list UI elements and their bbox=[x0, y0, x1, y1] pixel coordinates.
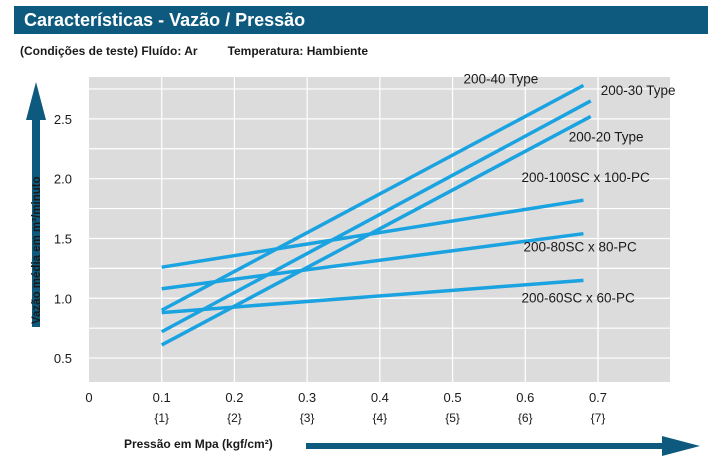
x-tick-sub-label: {1} bbox=[154, 411, 169, 425]
x-axis-label: Pressão em Mpa (kgf/cm²) bbox=[124, 437, 273, 451]
series-label: 200-80SC x 80-PC bbox=[523, 240, 637, 255]
series-line bbox=[160, 99, 592, 334]
x-tick-label: 0.3 bbox=[298, 390, 316, 405]
y-tick-label: 0.5 bbox=[54, 351, 72, 366]
series-line bbox=[160, 83, 585, 312]
series-label: 200-40 Type bbox=[463, 71, 538, 86]
test-conditions: (Condições de teste) Fluído: Ar Temperatu… bbox=[20, 44, 368, 58]
test-conditions-temperature: Temperatura: Hambiente bbox=[227, 44, 369, 58]
x-axis-arrow-head bbox=[662, 436, 700, 456]
x-tick-label: 0.1 bbox=[153, 390, 171, 405]
chart-title-bar: Características - Vazão / Pressão bbox=[14, 6, 708, 34]
series-line bbox=[161, 198, 584, 269]
series-label: 200-100SC x 100-PC bbox=[521, 170, 650, 185]
y-tick-label: 1.0 bbox=[54, 291, 72, 306]
x-tick-label: 0.6 bbox=[516, 390, 534, 405]
x-tick-label: 0.7 bbox=[589, 390, 607, 405]
y-axis-arrow-shaft bbox=[32, 118, 40, 327]
x-axis-arrow-shaft bbox=[306, 443, 666, 449]
x-tick-label: 0.4 bbox=[371, 390, 389, 405]
x-tick-sub-label: {2} bbox=[227, 411, 242, 425]
x-tick-sub-label: {7} bbox=[591, 411, 606, 425]
series-line bbox=[161, 231, 584, 291]
chart-title: Características - Vazão / Pressão bbox=[24, 10, 306, 30]
x-tick-label: 0.5 bbox=[444, 390, 462, 405]
x-tick-sub-label: {3} bbox=[300, 411, 315, 425]
test-conditions-fluid: (Condições de teste) Fluído: Ar bbox=[20, 44, 198, 58]
series-label: 200-30 Type bbox=[601, 83, 676, 98]
x-tick-sub-label: {6} bbox=[518, 411, 533, 425]
y-axis-arrow-head bbox=[26, 82, 46, 120]
series-label: 200-20 Type bbox=[569, 129, 644, 144]
y-axis-label: Vazão média em m³/minuto bbox=[31, 176, 43, 324]
y-tick-label: 2.0 bbox=[54, 172, 72, 187]
x-tick-sub-label: {5} bbox=[445, 411, 460, 425]
x-tick-label: 0 bbox=[85, 390, 92, 405]
series-label: 200-60SC x 60-PC bbox=[521, 290, 635, 305]
x-tick-label: 0.2 bbox=[225, 390, 243, 405]
series-line bbox=[161, 278, 584, 315]
x-tick-sub-label: {4} bbox=[373, 411, 388, 425]
y-tick-label: 1.5 bbox=[54, 231, 72, 246]
y-tick-label: 2.5 bbox=[54, 112, 72, 127]
